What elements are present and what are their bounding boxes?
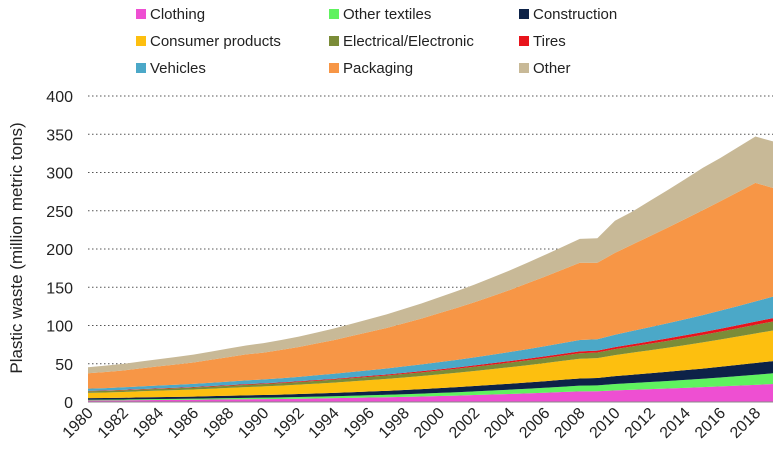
y-tick-label: 200 (46, 242, 73, 259)
x-tick-label: 1988 (200, 405, 237, 442)
legend-swatch (329, 36, 339, 46)
y-tick-label: 50 (55, 357, 73, 374)
legend-item-vehicles: Vehicles (136, 58, 206, 78)
legend-label: Clothing (150, 5, 206, 23)
x-tick-label: 2014 (657, 405, 694, 442)
legend-item-consumer-products: Consumer products (136, 31, 281, 51)
x-tick-label: 2012 (622, 405, 659, 442)
area-other-textiles (88, 373, 773, 401)
legend-item-electrical-electronic: Electrical/Electronic (329, 31, 474, 51)
legend-label: Other textiles (343, 5, 432, 23)
legend-swatch (519, 9, 529, 19)
legend-label: Electrical/Electronic (343, 32, 474, 50)
legend-label: Vehicles (150, 59, 206, 77)
x-tick-label: 2004 (481, 405, 518, 442)
x-tick-label: 1990 (235, 405, 272, 442)
stacked-areas (88, 136, 773, 402)
y-tick-label: 300 (46, 166, 73, 183)
x-tick-label: 2018 (727, 405, 764, 442)
x-tick-label: 1986 (165, 405, 202, 442)
legend-swatch (136, 9, 146, 19)
legend-label: Tires (533, 32, 566, 50)
x-tick-label: 1996 (341, 405, 378, 442)
legend-item-other: Other (519, 58, 571, 78)
legend-item-clothing: Clothing (136, 4, 205, 24)
y-tick-label: 400 (46, 89, 73, 106)
y-tick-label: 100 (46, 319, 73, 336)
y-tick-label: 250 (46, 204, 73, 221)
x-tick-label: 1998 (376, 405, 413, 442)
area-packaging (88, 182, 773, 389)
x-tick-label: 1982 (95, 405, 132, 442)
x-tick-label: 1992 (270, 405, 307, 442)
legend-swatch (136, 36, 146, 46)
legend-swatch (519, 36, 529, 46)
legend-item-other-textiles: Other textiles (329, 4, 431, 24)
y-tick-label: 0 (64, 395, 73, 412)
x-tick-label: 1984 (130, 405, 167, 442)
legend-swatch (329, 9, 339, 19)
y-tick-label: 150 (46, 280, 73, 297)
legend-label: Packaging (343, 59, 414, 77)
legend-label: Construction (533, 5, 618, 23)
legend-swatch (329, 63, 339, 73)
x-tick-label: 2008 (551, 405, 588, 442)
x-tick-label: 2006 (516, 405, 553, 442)
legend-label: Other (533, 59, 571, 77)
legend-item-tires: Tires (519, 31, 566, 51)
legend-label: Consumer products (150, 32, 281, 50)
legend-swatch (136, 63, 146, 73)
x-tick-label: 2002 (446, 405, 483, 442)
area-construction (88, 361, 773, 400)
x-tick-label: 2000 (411, 405, 448, 442)
x-tick-label: 1994 (306, 405, 343, 442)
legend-item-packaging: Packaging (329, 58, 413, 78)
y-axis-title: Plastic waste (million metric tons) (7, 122, 26, 373)
x-tick-label: 2016 (692, 405, 729, 442)
area-clothing (88, 384, 773, 402)
x-tick-label: 2010 (587, 405, 624, 442)
legend-swatch (519, 63, 529, 73)
y-tick-label: 350 (46, 127, 73, 144)
area-consumer-products (88, 330, 773, 399)
legend-item-construction: Construction (519, 4, 617, 24)
